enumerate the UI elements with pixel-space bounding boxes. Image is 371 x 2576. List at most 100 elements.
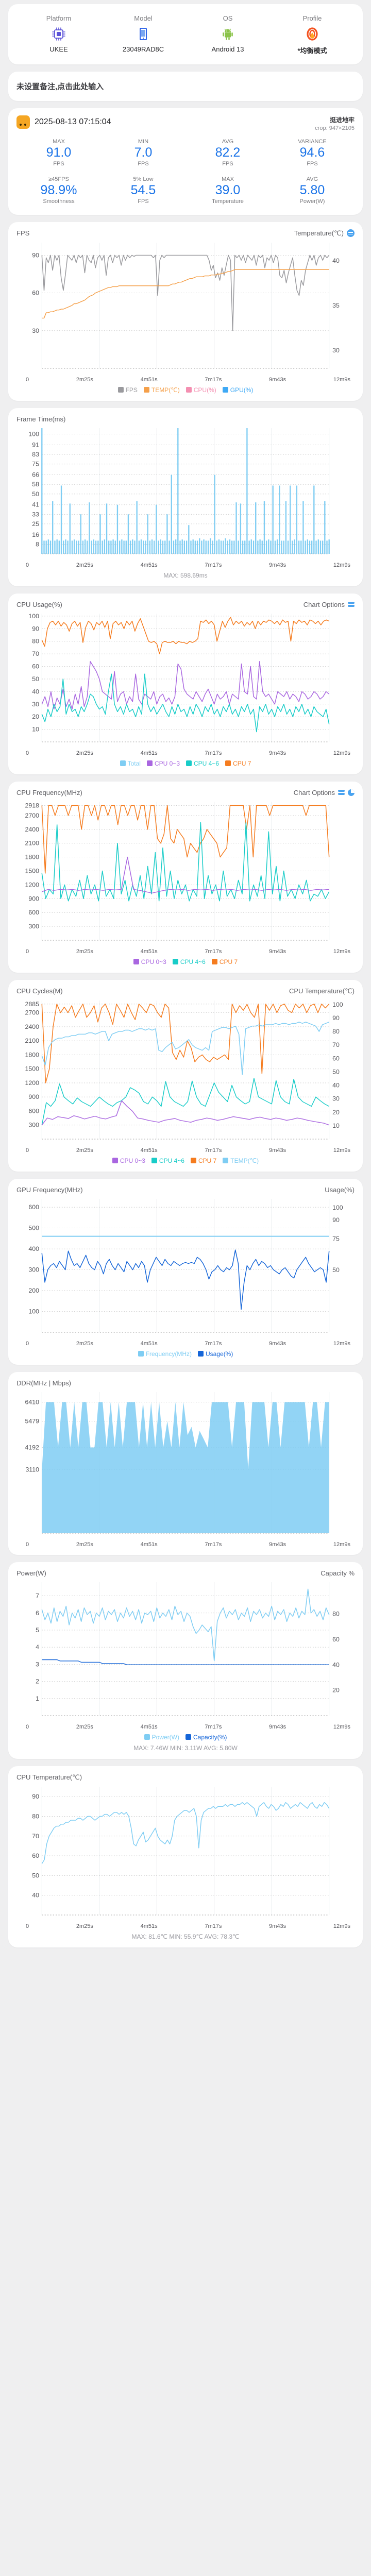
bars-options-icon[interactable]: [348, 601, 355, 608]
svg-text:90: 90: [32, 251, 39, 259]
x-tick: 0: [26, 1723, 29, 1730]
svg-text:4: 4: [36, 1643, 39, 1651]
frametime-chart-title: Frame Time(ms): [16, 415, 66, 423]
ddr-chart-plot: 6410 5479 4192 3110: [16, 1389, 355, 1540]
legend-item[interactable]: CPU 7: [225, 760, 251, 767]
legend-item[interactable]: Power(W): [144, 1734, 179, 1741]
power-chart-footer: MAX: 7.46W MIN: 3.11W AVG: 5.80W: [133, 1744, 238, 1752]
cputemp-chart-header: CPU Temperature(℃): [16, 1773, 355, 1782]
legend-item[interactable]: FPS: [117, 386, 138, 394]
x-tick: 4m51s: [140, 376, 158, 383]
legend-item[interactable]: TEMP(℃): [223, 1157, 259, 1164]
svg-text:80: 80: [332, 1028, 340, 1035]
legend-item[interactable]: CPU 7: [190, 1157, 216, 1164]
legend-item[interactable]: CPU 4~6: [172, 958, 206, 965]
legend-item[interactable]: CPU 0~3: [112, 1157, 145, 1164]
cpufreq-chart-right-header[interactable]: Chart Options: [294, 789, 355, 796]
svg-text:1200: 1200: [25, 881, 40, 888]
stat-label-top: VARIANCE: [298, 139, 327, 145]
cpuusage-chart-header: CPU Usage(%) Chart Options: [16, 601, 355, 608]
summary-stat-row-2: ≥45FPS 98.9% Smoothness 5% Low 54.5 FPS …: [16, 176, 355, 205]
note-card[interactable]: 未设置备注,点击此处输入: [8, 72, 363, 101]
cputemp-chart-xaxis: 0 2m25s 4m51s 7m17s 9m43s 12m9s: [16, 1922, 355, 1929]
svg-text:40: 40: [32, 1892, 39, 1899]
x-tick: 0: [26, 562, 29, 568]
svg-text:33: 33: [32, 511, 39, 518]
svg-text:300: 300: [28, 1266, 39, 1273]
note-placeholder-text[interactable]: 未设置备注,点击此处输入: [16, 82, 104, 91]
summary-timestamp: 2025-08-13 07:15:04: [35, 117, 111, 126]
device-label-platform: Platform: [46, 14, 72, 22]
x-tick: 0: [26, 1923, 29, 1929]
legend-label: CPU 0~3: [141, 958, 166, 965]
bars-options-icon[interactable]: [338, 789, 345, 796]
legend-color-chip: [151, 1158, 157, 1163]
cpufreq-chart-title: CPU Frequency(MHz): [16, 788, 82, 796]
legend-color-chip: [190, 1158, 196, 1163]
legend-item[interactable]: CPU 7: [211, 958, 238, 965]
legend-item[interactable]: Capacity(%): [185, 1734, 227, 1741]
stat-label-bottom: FPS: [53, 160, 64, 167]
legend-item[interactable]: CPU(%): [185, 386, 216, 394]
swap-axis-icon[interactable]: [347, 229, 355, 237]
x-tick: 0: [26, 1147, 29, 1154]
stat-cell-smoothness: ≥45FPS 98.9% Smoothness: [16, 176, 101, 205]
x-tick: 12m9s: [333, 1147, 350, 1154]
legend-item[interactable]: Frequency(MHz): [138, 1350, 192, 1358]
legend-label: FPS: [125, 386, 138, 394]
gpufreq-chart-xaxis: 0 2m25s 4m51s 7m17s 9m43s 12m9s: [16, 1340, 355, 1347]
cpucycles-chart-legend: CPU 0~3 CPU 4~6 CPU 7 TEMP(℃): [16, 1157, 355, 1164]
cpucycles-chart-card: CPU Cycles(M) CPU Temperature(℃) 2885 270…: [8, 979, 363, 1172]
svg-text:25: 25: [32, 520, 39, 528]
x-tick: 12m9s: [333, 1923, 350, 1929]
gpufreq-chart-right-title: Usage(%): [325, 1185, 355, 1194]
stat-label-top: MAX: [222, 176, 234, 182]
x-tick: 12m9s: [333, 1723, 350, 1730]
legend-item[interactable]: Total: [120, 760, 141, 767]
stat-label-bottom: Smoothness: [43, 198, 75, 205]
power-chart-legend: Power(W) Capacity(%): [16, 1734, 355, 1741]
legend-item[interactable]: GPU(%): [222, 386, 253, 394]
legend-item[interactable]: CPU 0~3: [146, 760, 180, 767]
pie-options-icon[interactable]: [348, 789, 355, 796]
fps-chart-xaxis: 0 2m25s 4m51s 7m17s 9m43s 12m9s: [16, 376, 355, 383]
cpuusage-chart-right-header[interactable]: Chart Options: [303, 601, 355, 608]
legend-item[interactable]: CPU 4~6: [186, 760, 219, 767]
cpufreq-chart-plot: 2918 2700 2400 2100 1800 1500 1200 900 600 300: [16, 799, 355, 947]
svg-text:40: 40: [332, 1081, 340, 1089]
cpucycles-chart-right-header: CPU Temperature(℃): [289, 987, 355, 995]
power-chart-right-title: Capacity %: [321, 1569, 355, 1577]
legend-label: Usage(%): [206, 1350, 233, 1358]
legend-item[interactable]: Usage(%): [198, 1350, 233, 1358]
device-value-profile: *均衡模式: [297, 47, 327, 55]
x-tick: 7m17s: [205, 1147, 222, 1154]
x-tick: 2m25s: [76, 562, 93, 568]
stat-cell-avg-power: AVG 5.80 Power(W): [270, 176, 355, 205]
svg-text:70: 70: [332, 1041, 340, 1048]
svg-text:40: 40: [32, 688, 39, 695]
svg-text:7: 7: [36, 1592, 39, 1599]
svg-text:20: 20: [32, 713, 39, 720]
power-chart-xaxis: 0 2m25s 4m51s 7m17s 9m43s 12m9s: [16, 1723, 355, 1730]
x-tick: 12m9s: [333, 1340, 350, 1347]
cputemp-chart-title: CPU Temperature(℃): [16, 1773, 82, 1781]
legend-label: Total: [127, 759, 141, 767]
gpufreq-chart-right-header: Usage(%): [325, 1186, 355, 1194]
legend-item[interactable]: TEMP(℃): [143, 386, 180, 394]
svg-text:35: 35: [332, 302, 340, 309]
svg-text:90: 90: [32, 625, 39, 632]
legend-label: Capacity(%): [193, 1733, 227, 1741]
power-chart-header: Power(W) Capacity %: [16, 1569, 355, 1577]
legend-color-chip: [185, 1734, 191, 1740]
legend-label: CPU(%): [193, 386, 216, 394]
x-tick: 12m9s: [333, 562, 350, 568]
summary-card: 2025-08-13 07:15:04 挺进地牢 crop: 947×2105 …: [8, 108, 363, 215]
legend-item[interactable]: CPU 4~6: [151, 1157, 184, 1164]
legend-color-chip: [186, 760, 192, 766]
svg-text:900: 900: [28, 895, 39, 902]
x-tick: 9m43s: [269, 948, 286, 955]
power-chart-title: Power(W): [16, 1569, 46, 1577]
legend-label: CPU 7: [219, 958, 238, 965]
legend-item[interactable]: CPU 0~3: [133, 958, 166, 965]
legend-color-chip: [143, 387, 149, 393]
